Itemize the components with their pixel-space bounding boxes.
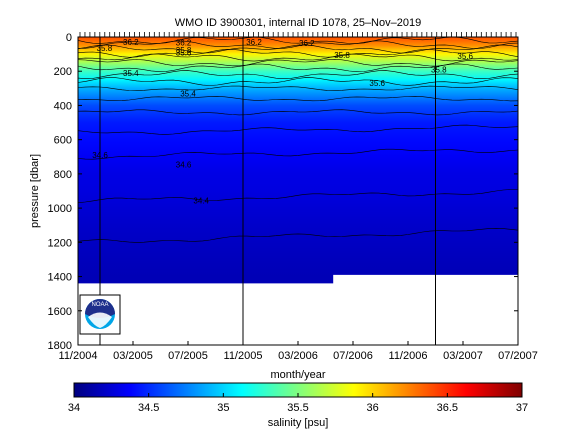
x-tick-label: 11/2004 [59,350,98,362]
noaa-logo-text: NOAA [91,302,108,308]
contour-line [78,77,518,86]
colorbar: 34 34.5 35 35.5 36 36.5 37 salinity [psu] [68,382,528,429]
y-tick-label: 1000 [48,203,72,215]
y-tick-label: 1400 [48,272,72,284]
colorbar-tick-label: 35.5 [287,402,308,414]
colorbar-tick-label: 36.5 [437,402,458,414]
noaa-logo: NOAA [79,294,121,335]
x-axis: 11/2004 03/2005 07/2005 11/2005 03/2006 07/20… [59,341,538,362]
colorbar-title: salinity [psu] [268,417,329,429]
contour-line [78,85,518,92]
contour-line [78,48,518,58]
plot-area: 36.2 36.2 36.2 36.235.8 35.835.835.835.635.6… [78,37,518,345]
chart-title: WMO ID 3900301, internal ID 1078, 25–Nov… [175,17,421,29]
y-axis-title: pressure [dbar] [29,154,41,228]
x-tick-label: 07/2007 [498,350,538,362]
contour-label: 35.6 [176,48,192,57]
y-tick-label: 1600 [48,306,72,318]
contour-lines [78,37,518,243]
colorbar-tick-label: 34.5 [138,402,159,414]
y-tick-label: 600 [54,135,72,147]
y-tick-label: 400 [54,100,72,112]
contour-line [78,70,518,80]
contour-line [78,63,518,73]
contour-line [78,227,518,243]
x-tick-label: 03/2005 [113,350,153,362]
colorbar-tick-label: 36 [367,402,379,414]
contour-label: 34.4 [193,196,209,205]
contour-label: 35.4 [123,69,139,78]
contour-line [78,40,518,49]
y-tick-label: 1200 [48,237,72,249]
x-tick-label: 07/2006 [333,350,373,362]
contour-label: 35.6 [369,79,385,88]
contour-line [78,95,518,102]
contour-line [78,37,518,44]
y-tick-label: 200 [54,66,72,78]
x-tick-label: 07/2005 [168,350,208,362]
vertical-markers [99,37,436,345]
contour-label: 34.6 [176,160,192,169]
contour-line [78,189,518,203]
contour-label: 35.4 [180,89,196,98]
colorbar-tick-label: 34 [68,402,80,414]
y-tick-label: 0 [66,32,72,44]
contour-label: 35.6 [457,52,473,61]
contour-label: 35.8 [431,66,447,75]
contour-line [78,148,518,160]
y-axis: 0 200 400 600 800 1000 1200 1400 1600 1800 [48,32,518,352]
x-tick-label: 03/2006 [278,350,318,362]
contour-label: 36.2 [246,38,262,47]
contour-label: 35.8 [334,51,350,60]
contour-label: 36.2 [176,38,192,47]
x-axis-title: month/year [270,369,325,381]
contour-line [78,44,518,54]
contour-label: 35.8 [176,46,192,55]
contour-line [78,109,518,116]
contour-label: 35.8 [97,44,113,53]
x-tick-label: 03/2007 [443,350,483,362]
contour-label: 36.2 [123,38,139,47]
contour-label: 36.2 [299,39,315,48]
colorbar-tick-label: 35 [217,402,229,414]
x-tick-label: 11/2005 [224,350,263,362]
y-tick-label: 1800 [48,340,72,352]
y-tick-label: 800 [54,169,72,181]
colorbar-ticks: 34 34.5 35 35.5 36 36.5 37 [68,393,528,414]
colorbar-tick-label: 37 [516,402,528,414]
x-tick-label: 11/2006 [389,350,428,362]
contour-line [78,53,518,62]
profile-tick-marks [79,32,517,37]
contour-line [78,124,518,135]
salinity-field [78,37,518,284]
